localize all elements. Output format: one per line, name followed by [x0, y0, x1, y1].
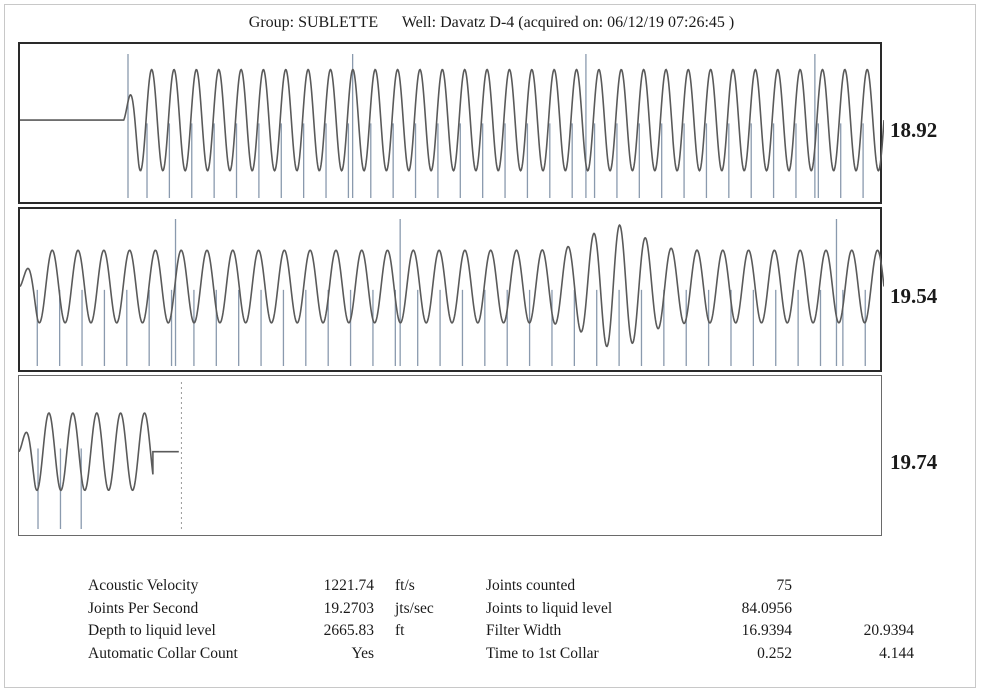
results-values-1: 1221.74 19.2703 2665.83 Yes	[290, 575, 374, 665]
acquired-date: (acquired on: 06/12/19 07:26:45 )	[518, 14, 735, 31]
group-label: Group:	[248, 14, 295, 31]
depth-to-liquid-label: Depth to liquid level	[88, 622, 216, 639]
results-labels-1: Acoustic Velocity Joints Per Second Dept…	[88, 575, 238, 665]
time-to-first-collar-label: Time to 1st Collar	[486, 644, 599, 662]
results-values-2: 75 84.0956 16.9394 0.252	[700, 575, 792, 665]
acoustic-trace-line	[20, 68, 884, 172]
auto-collar-count-value: Yes	[351, 644, 374, 662]
acoustic-velocity-label: Acoustic Velocity	[88, 577, 199, 594]
acoustic-trace-line	[20, 224, 884, 348]
well-name: Davatz D-4	[440, 14, 515, 31]
panel-time-3: 19.74	[890, 450, 938, 474]
joints-to-liquid-label: Joints to liquid level	[486, 599, 613, 617]
joints-per-second-value: 19.2703	[323, 599, 374, 617]
joints-per-second-label: Joints Per Second	[88, 599, 199, 617]
joints-to-liquid-value: 84.0956	[741, 599, 792, 617]
report-header: Group: SUBLETTE Well: Davatz D-4 (acquir…	[0, 14, 983, 32]
trace-chart-2	[20, 219, 884, 366]
filter-width-label: Filter Width	[486, 622, 562, 639]
acoustic-velocity-value: 1221.74	[323, 577, 374, 594]
well-label: Well:	[401, 14, 437, 31]
results-units-1: ft/s jts/sec ft	[395, 575, 434, 665]
report-frame	[4, 4, 976, 688]
results-values-3: 20.9394 4.144	[820, 575, 914, 665]
auto-collar-count-unit	[395, 643, 434, 666]
time-to-first-collar-value: 0.252	[757, 644, 792, 662]
group-name: SUBLETTE	[298, 14, 379, 31]
time-to-first-collar-value2: 4.144	[879, 644, 914, 662]
auto-collar-count-label: Automatic Collar Count	[88, 644, 238, 662]
acoustic-trace-line	[19, 411, 179, 492]
panel-time-1: 18.92	[890, 118, 938, 142]
filter-width-value: 16.9394	[741, 622, 792, 639]
joints-per-second-unit: jts/sec	[395, 599, 434, 617]
trace-panel-2	[18, 207, 884, 372]
panel-time-2: 19.54	[890, 284, 938, 308]
depth-to-liquid-unit: ft	[395, 622, 405, 639]
joints-counted-label: Joints counted	[486, 577, 576, 594]
depth-to-liquid-value: 2665.83	[323, 622, 374, 639]
trace-panel-1	[18, 42, 884, 204]
joints-counted-value: 75	[776, 577, 793, 594]
joints-counted-value2	[820, 575, 914, 598]
acoustic-velocity-unit: ft/s	[395, 577, 415, 594]
results-labels-2: Joints counted Joints to liquid level Fi…	[486, 575, 612, 665]
trace-panel-3	[18, 375, 882, 536]
trace-chart-1	[20, 54, 884, 198]
joints-to-liquid-value2	[820, 598, 914, 621]
filter-width-value2: 20.9394	[863, 622, 914, 639]
trace-chart-3	[19, 382, 182, 531]
